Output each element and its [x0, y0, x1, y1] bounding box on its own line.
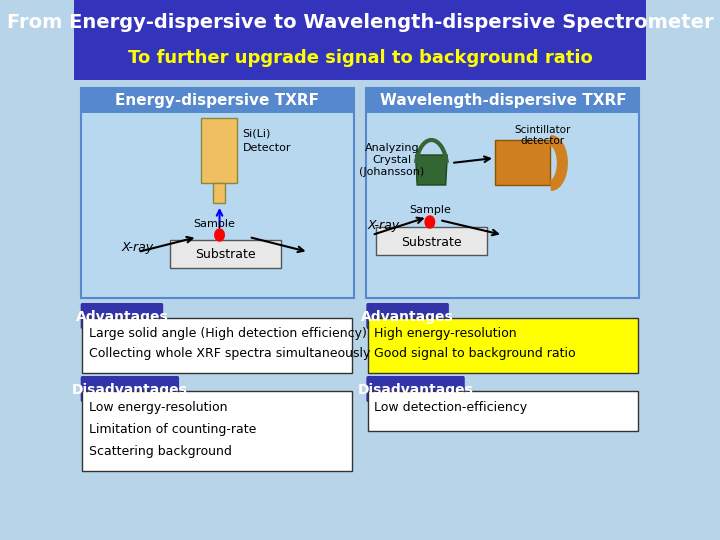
Text: Advantages: Advantages — [361, 310, 454, 324]
Text: X-ray: X-ray — [368, 219, 400, 233]
FancyBboxPatch shape — [368, 391, 638, 431]
Text: Disadvantages: Disadvantages — [358, 383, 474, 397]
FancyBboxPatch shape — [82, 391, 352, 471]
Text: Large solid angle (High detection efficiency): Large solid angle (High detection effici… — [89, 327, 366, 341]
Text: Wavelength-dispersive TXRF: Wavelength-dispersive TXRF — [379, 93, 626, 109]
Text: Scintillator: Scintillator — [514, 125, 571, 135]
FancyBboxPatch shape — [366, 88, 639, 113]
FancyBboxPatch shape — [74, 0, 646, 80]
FancyBboxPatch shape — [81, 376, 179, 402]
FancyBboxPatch shape — [81, 88, 354, 113]
FancyBboxPatch shape — [202, 118, 237, 183]
Text: Disadvantages: Disadvantages — [72, 383, 188, 397]
Text: Collecting whole XRF spectra simultaneously: Collecting whole XRF spectra simultaneou… — [89, 348, 370, 361]
Text: Si(Li): Si(Li) — [243, 128, 271, 138]
FancyBboxPatch shape — [366, 376, 464, 402]
FancyBboxPatch shape — [495, 140, 551, 185]
FancyBboxPatch shape — [376, 227, 487, 255]
Text: Substrate: Substrate — [401, 235, 462, 248]
Text: Advantages: Advantages — [76, 310, 168, 324]
Circle shape — [425, 216, 435, 228]
Text: High energy-resolution: High energy-resolution — [374, 327, 517, 341]
Text: Sample: Sample — [193, 219, 235, 229]
Text: Low detection-efficiency: Low detection-efficiency — [374, 402, 528, 415]
FancyBboxPatch shape — [368, 318, 638, 373]
Circle shape — [215, 229, 225, 241]
Text: (Johansson): (Johansson) — [359, 167, 424, 177]
Text: Scattering background: Scattering background — [89, 446, 231, 458]
Text: Low energy-resolution: Low energy-resolution — [89, 402, 227, 415]
FancyBboxPatch shape — [82, 318, 352, 373]
FancyBboxPatch shape — [81, 303, 163, 329]
Text: Substrate: Substrate — [195, 248, 256, 261]
Polygon shape — [415, 155, 447, 185]
Text: From Energy-dispersive to Wavelength-dispersive Spectrometer: From Energy-dispersive to Wavelength-dis… — [6, 12, 714, 31]
Text: Analyzing: Analyzing — [364, 143, 419, 153]
Text: Crystal: Crystal — [372, 155, 411, 165]
Text: Detector: Detector — [243, 143, 291, 153]
Text: To further upgrade signal to background ratio: To further upgrade signal to background … — [127, 49, 593, 67]
Text: Sample: Sample — [409, 205, 451, 215]
FancyBboxPatch shape — [366, 303, 449, 329]
FancyBboxPatch shape — [366, 88, 639, 298]
Text: Good signal to background ratio: Good signal to background ratio — [374, 348, 576, 361]
FancyBboxPatch shape — [169, 240, 281, 268]
Text: X-ray: X-ray — [122, 241, 154, 254]
Text: Energy-dispersive TXRF: Energy-dispersive TXRF — [115, 93, 319, 109]
FancyBboxPatch shape — [213, 183, 225, 203]
Text: Limitation of counting-rate: Limitation of counting-rate — [89, 423, 256, 436]
FancyBboxPatch shape — [81, 88, 354, 298]
Text: detector: detector — [521, 136, 564, 146]
